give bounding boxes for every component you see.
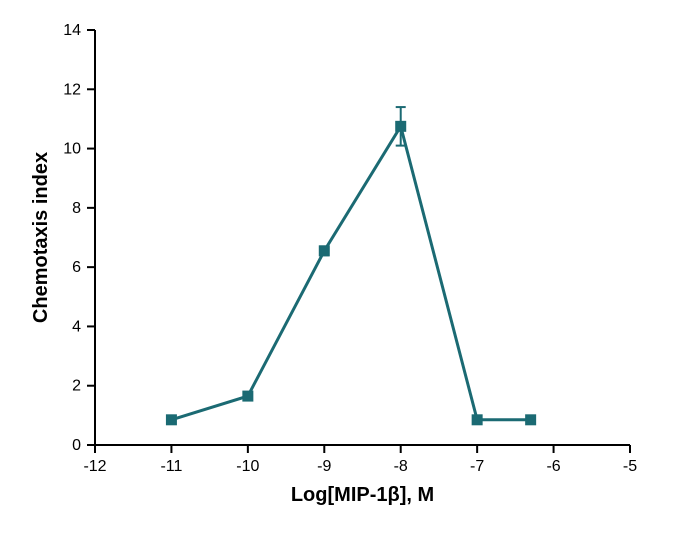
y-tick-label: 10	[63, 141, 81, 158]
data-marker	[166, 415, 176, 425]
y-tick-label: 14	[63, 22, 81, 39]
y-tick-label: 6	[72, 259, 81, 276]
x-tick-label: -8	[394, 458, 408, 475]
data-marker	[472, 415, 482, 425]
y-tick-label: 2	[72, 378, 81, 395]
x-axis-title: Log[MIP-1β], M	[291, 484, 434, 506]
x-tick-label: -7	[470, 458, 484, 475]
y-tick-label: 4	[72, 318, 81, 335]
data-marker	[526, 415, 536, 425]
x-tick-label: -6	[546, 458, 560, 475]
data-marker	[319, 246, 329, 256]
x-tick-label: -5	[623, 458, 637, 475]
x-tick-label: -10	[236, 458, 259, 475]
x-tick-label: -11	[160, 458, 182, 475]
x-tick-label: -9	[317, 458, 331, 475]
y-tick-label: 12	[63, 81, 81, 98]
x-tick-label: -12	[83, 458, 106, 475]
data-marker	[396, 121, 406, 131]
y-tick-label: 0	[72, 437, 81, 454]
y-axis-title: Chemotaxis index	[30, 152, 52, 323]
chemotaxis-line-chart: -12 -11 -10 -9 -8 -7 -6 -5 0 2 4 6 8 10 12 14 Log[MIP-1β…	[0, 0, 682, 538]
y-tick-label: 8	[72, 200, 81, 217]
chart-svg: -12 -11 -10 -9 -8 -7 -6 -5 0 2 4 6 8 10 12 14 Log[MIP-1β…	[0, 0, 682, 538]
data-marker	[243, 391, 253, 401]
